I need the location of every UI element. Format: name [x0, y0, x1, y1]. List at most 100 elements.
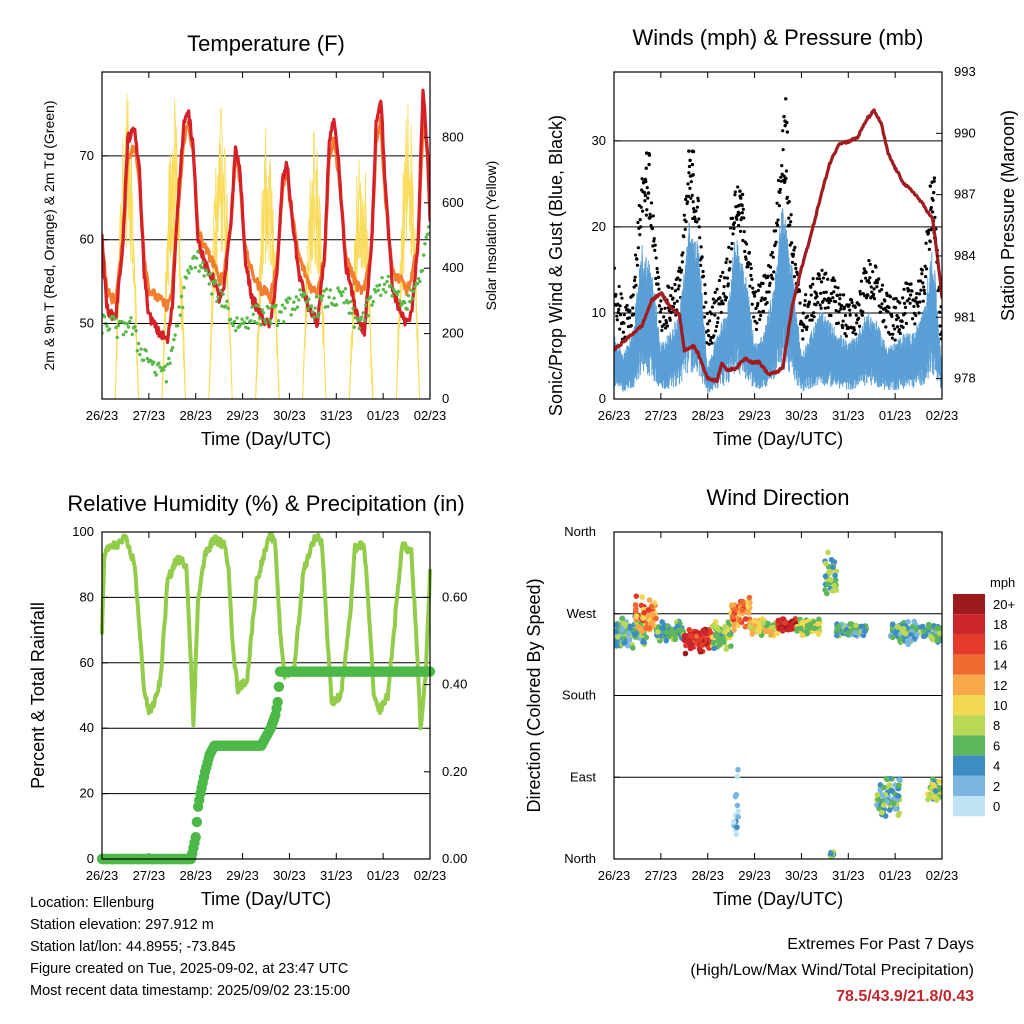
direction-point [668, 626, 675, 633]
direction-point [747, 624, 753, 631]
gust-point [648, 215, 653, 219]
gust-point [696, 196, 700, 200]
gust-point [736, 185, 740, 189]
gust-point [853, 305, 857, 309]
temperature-xtick-label: 01/23 [367, 408, 400, 423]
humidity-ytick-label: 20 [80, 786, 94, 801]
gust-point [619, 292, 623, 296]
gust-point [679, 268, 684, 272]
gust-peak-point [690, 162, 695, 167]
gust-point [933, 215, 937, 219]
direction-point [646, 625, 653, 631]
dewpoint-point [215, 299, 219, 304]
dewpoint-point [357, 326, 362, 331]
gust-point [741, 207, 745, 211]
gust-point [685, 200, 690, 204]
gust-point [917, 292, 922, 296]
gust-peak-point [928, 184, 932, 188]
gust-point [910, 317, 915, 321]
dewpoint-point [328, 288, 333, 292]
gust-point [715, 287, 719, 291]
gust-point [722, 276, 727, 280]
direction-point [799, 632, 806, 639]
dewpoint-point [145, 356, 150, 361]
gust-point [755, 321, 759, 325]
winds-xtick-label: 02/23 [926, 408, 959, 423]
direction-point [729, 613, 736, 620]
gust-point [723, 298, 728, 302]
direction-point [938, 625, 942, 632]
temperature-plot-frame [101, 71, 431, 400]
dewpoint-point [139, 347, 143, 351]
temperature-ylabel-right: Solar Insolation (Yellow) [483, 161, 499, 311]
winds-ylabel: Sonic/Prop Wind & Gust (Blue, Black) [546, 115, 566, 416]
direction-point [807, 621, 814, 628]
dewpoint-point [112, 317, 117, 321]
gust-point [633, 275, 637, 279]
gust-point [645, 208, 649, 212]
dewpoint-point [255, 321, 259, 326]
gust-point [731, 232, 735, 236]
gust-point [678, 266, 682, 270]
dewpoint-point [116, 323, 121, 328]
dewpoint-point [193, 265, 198, 270]
winds-xtick-label: 26/23 [598, 408, 631, 423]
gust-point [644, 213, 648, 217]
gust-point [681, 251, 685, 255]
direction-point [720, 635, 726, 642]
direction-point [768, 631, 775, 637]
gust-point [850, 300, 854, 305]
direction-point [663, 637, 670, 644]
station-info: Location: Ellenburg Station elevation: 2… [30, 892, 350, 1002]
gust-point [618, 327, 622, 331]
gust-point [854, 313, 858, 317]
dewpoint-point [360, 315, 364, 319]
dewpoint-point [300, 294, 305, 299]
gust-point [890, 336, 894, 340]
gust-point [675, 299, 679, 303]
dewpoint-point [184, 276, 189, 280]
gust-point [662, 315, 666, 319]
gust-point [784, 176, 788, 180]
humidity-ytick-right-label: 0.40 [442, 677, 467, 692]
gust-point [712, 334, 716, 338]
gust-point [854, 332, 858, 336]
gust-point [690, 193, 694, 197]
gust-point [815, 294, 819, 299]
winds-ytick-label: 30 [592, 133, 606, 148]
direction-point [641, 639, 647, 646]
insolation-line [255, 163, 280, 399]
gust-point [903, 305, 908, 309]
direction-point [874, 792, 881, 798]
direction-point [830, 564, 836, 570]
direction-point [626, 636, 633, 643]
gust-point [790, 260, 795, 264]
direction-point [827, 577, 834, 583]
dewpoint-point [173, 333, 177, 337]
direction-ytick-label: South [562, 688, 596, 703]
gust-point [864, 270, 868, 274]
gust-point [748, 262, 752, 266]
gust-point [636, 246, 640, 250]
dewpoint-point [313, 306, 317, 310]
direction-point [921, 628, 927, 634]
speed-legend-title: mph [990, 575, 1015, 590]
dewpoint-point [413, 284, 417, 289]
dewpoint-point [305, 307, 310, 311]
gust-point [752, 315, 756, 319]
gust-point [789, 241, 794, 245]
gust-peak-point [690, 149, 695, 153]
gust-point [658, 310, 662, 314]
dewpoint-point [298, 288, 302, 292]
gust-point [774, 229, 778, 233]
dewpoint-point [420, 268, 425, 273]
gust-point [701, 274, 706, 278]
direction-xtick-label: 27/23 [645, 868, 678, 883]
gust-point [729, 226, 733, 230]
dewpoint-point [382, 282, 387, 286]
dewpoint-point [310, 310, 315, 314]
gust-point [798, 301, 802, 305]
winds-xtick-label: 30/23 [785, 408, 818, 423]
gust-point [768, 265, 773, 269]
gust-point [863, 294, 867, 298]
